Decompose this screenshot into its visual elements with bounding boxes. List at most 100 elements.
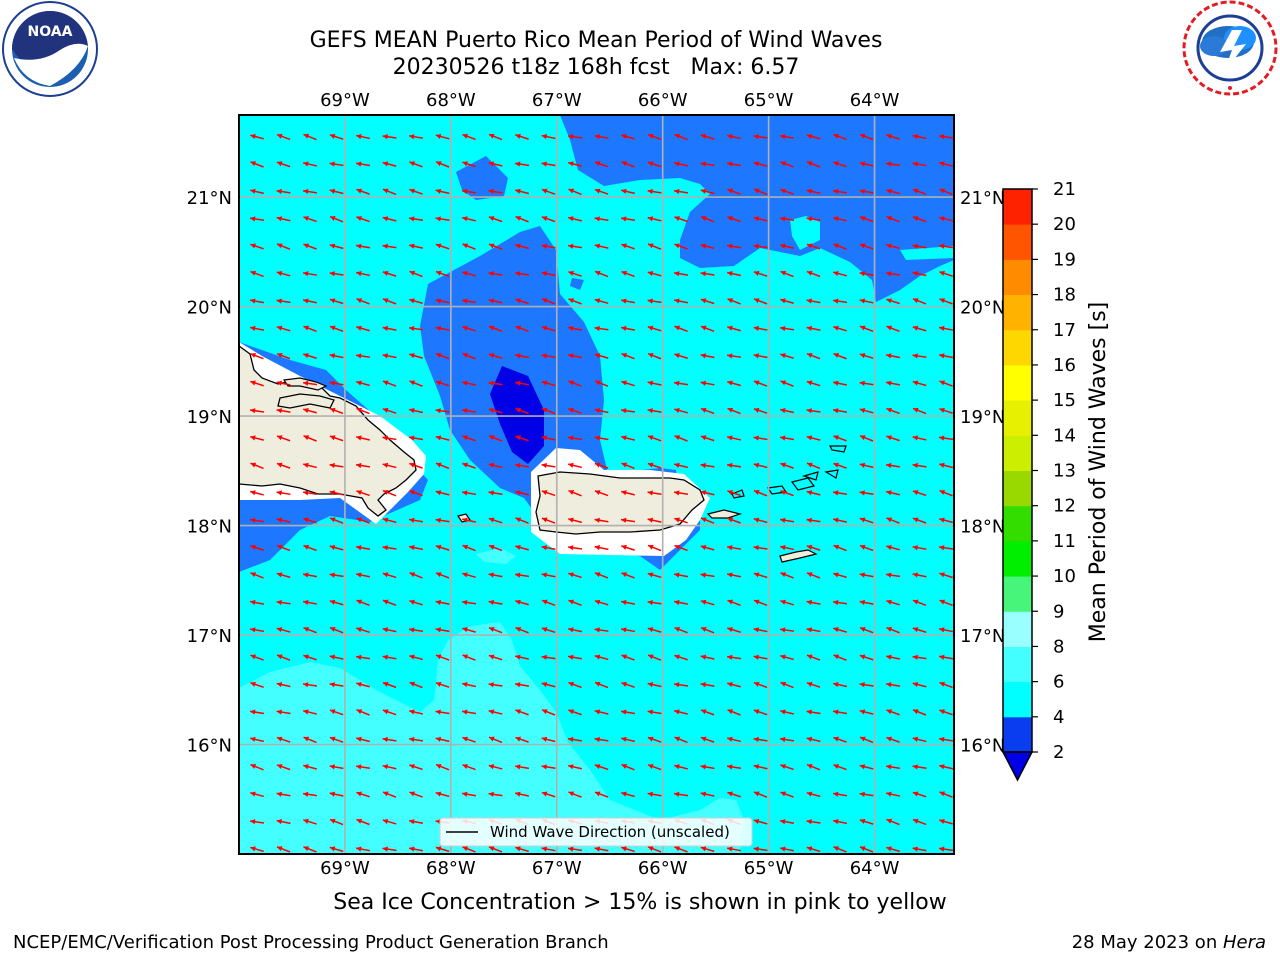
lon-label-top: 67°W	[532, 90, 582, 111]
wave-arrow	[621, 654, 635, 661]
wave-arrow	[727, 736, 741, 743]
wave-arrow	[647, 408, 662, 414]
wave-arrow	[435, 435, 450, 441]
wave-arrow	[514, 764, 530, 770]
wave-arrow	[753, 188, 768, 196]
wave-arrow	[356, 435, 370, 441]
wave-arrow	[409, 681, 423, 689]
wave-arrow	[859, 462, 874, 469]
wave-arrow	[832, 298, 848, 304]
wave-arrow	[541, 134, 556, 140]
wave-arrow	[567, 736, 583, 743]
wave-arrow	[885, 572, 901, 578]
wave-arrow	[647, 682, 662, 688]
wave-arrow	[806, 572, 821, 579]
land-st-croix	[779, 549, 818, 563]
wave-arrow	[700, 407, 715, 415]
wave-arrow	[276, 161, 291, 168]
wave-arrow	[700, 709, 715, 716]
wave-arrow	[620, 216, 636, 222]
wave-arrow	[435, 517, 450, 523]
wave-arrow	[568, 161, 582, 167]
wave-arrow	[806, 736, 821, 743]
wave-arrow	[355, 462, 371, 469]
wave-arrow	[594, 353, 609, 359]
wave-arrow	[700, 517, 715, 524]
wave-arrow	[567, 627, 583, 633]
colorbar-segment	[1003, 576, 1032, 612]
wave-arrow	[435, 490, 450, 496]
wave-arrow	[753, 353, 768, 359]
wave-arrow	[780, 572, 794, 579]
wave-arrow	[488, 325, 503, 333]
wave-arrow	[461, 517, 477, 523]
nws-logo	[1182, 0, 1278, 96]
wave-arrow	[250, 681, 264, 688]
wave-arrow	[647, 270, 662, 277]
wave-arrow	[885, 380, 901, 386]
wave-arrow	[329, 325, 344, 333]
wave-arrow	[435, 133, 450, 140]
wave-arrow	[753, 298, 768, 305]
wave-arrow	[276, 435, 291, 442]
wave-arrow	[382, 325, 397, 331]
wave-arrow	[647, 133, 662, 141]
wave-arrow	[435, 161, 450, 168]
wave-arrow	[568, 270, 582, 277]
wave-arrow	[515, 243, 529, 250]
wave-arrow	[938, 243, 954, 249]
lat-label-right: 19°N	[960, 407, 1005, 428]
colorbar-tick-label: 20	[1053, 214, 1076, 235]
wave-arrow	[462, 462, 476, 469]
wave-arrow	[886, 544, 900, 551]
wave-arrow	[462, 846, 476, 853]
wave-arrow	[886, 243, 900, 250]
wave-arrow	[409, 572, 423, 579]
wave-arrow	[674, 353, 688, 359]
wave-arrow	[329, 133, 344, 140]
lat-label-left: 16°N	[187, 736, 232, 757]
wave-arrow	[382, 298, 397, 305]
wind-wave-arrows	[249, 133, 954, 853]
wave-arrow	[673, 682, 689, 688]
wave-arrow	[939, 380, 953, 387]
wave-arrow	[488, 462, 503, 469]
wave-arrow	[647, 325, 662, 332]
wave-arrow	[515, 188, 529, 195]
wave-arrow	[409, 408, 423, 414]
wave-arrow	[435, 599, 450, 605]
colorbar-segment	[1003, 364, 1032, 401]
wave-arrow	[594, 380, 609, 387]
wave-arrow	[276, 544, 291, 552]
wave-arrow	[382, 462, 397, 469]
wave-arrow	[859, 654, 874, 661]
wave-arrow	[567, 846, 583, 852]
wave-arrow	[408, 134, 424, 140]
wave-arrow	[488, 544, 503, 552]
wave-arrow	[514, 572, 530, 578]
wave-arrow	[382, 435, 397, 441]
wave-arrow	[700, 626, 715, 634]
wave-arrow	[382, 188, 397, 196]
wave-arrow	[435, 709, 450, 715]
title-line-2: 20230526 t18z 168h fcst Max: 6.57	[392, 55, 800, 80]
wave-arrow	[753, 599, 768, 607]
colorbar-segment	[1003, 224, 1032, 260]
wave-arrow	[700, 654, 715, 660]
wave-arrow	[250, 270, 264, 278]
wave-arrow	[939, 791, 953, 798]
colorbar: 2 4 6 8 9 10 11 12 13 14 15 16 17 18 19 20 21	[1001, 179, 1076, 782]
wave-arrow	[488, 517, 503, 524]
wave-arrow	[409, 298, 423, 305]
wave-arrow	[356, 599, 370, 607]
wave-arrow	[832, 490, 848, 496]
colorbar-segment	[1003, 294, 1032, 331]
wave-arrow	[753, 243, 768, 249]
wave-arrow	[302, 490, 318, 496]
wave-arrow	[382, 517, 397, 524]
wave-arrow	[833, 846, 847, 853]
wave-arrow	[673, 298, 689, 304]
wave-arrow	[806, 325, 821, 331]
wave-arrow	[382, 654, 397, 660]
wave-arrow	[515, 407, 529, 415]
